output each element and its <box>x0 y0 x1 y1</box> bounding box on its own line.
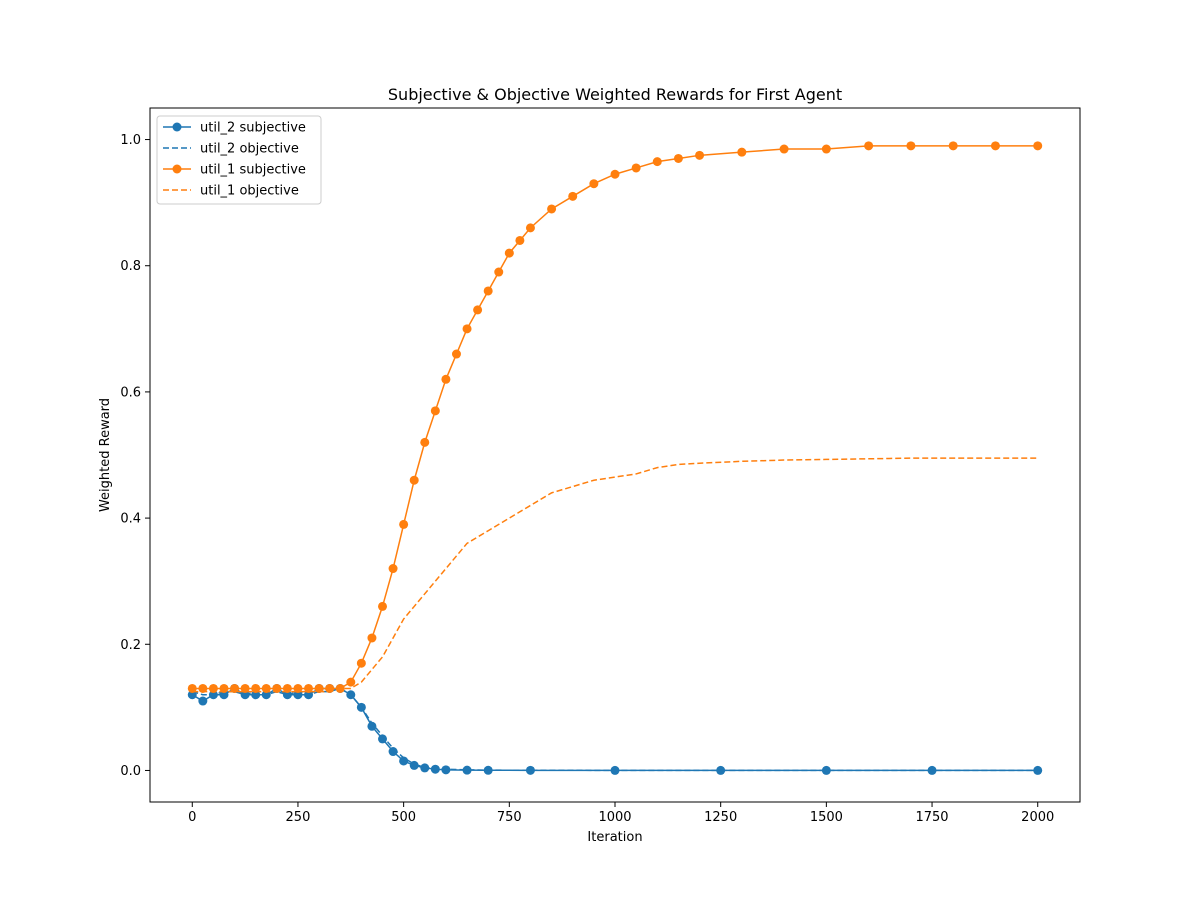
legend-label: util_2 subjective <box>200 121 306 136</box>
data-point <box>356 658 366 668</box>
data-point <box>462 765 472 775</box>
data-point <box>525 223 535 233</box>
data-point <box>399 756 409 766</box>
x-tick-label: 500 <box>391 810 416 825</box>
legend-entry: util_1 objective <box>163 184 299 199</box>
legend-frame <box>156 115 322 205</box>
data-point <box>430 406 440 416</box>
legend-entry: util_2 objective <box>163 142 299 157</box>
data-point <box>779 144 789 154</box>
axes-layer: 0 250 500 750 1000 1250 1500 1750 2000 0.0 0.2 0.4 0… <box>120 107 1081 825</box>
data-point <box>230 683 240 693</box>
data-point <box>864 141 874 151</box>
y-tick-label: 1.0 <box>120 133 141 148</box>
legend-entry: util_2 subjective <box>163 121 306 136</box>
data-point <box>906 141 916 151</box>
data-point <box>473 305 483 315</box>
data-point <box>314 683 324 693</box>
x-axis-label: Iteration <box>587 830 642 845</box>
x-tick-label: 1500 <box>810 810 843 825</box>
data-point <box>367 721 377 731</box>
data-point <box>610 169 620 179</box>
series-line <box>192 687 1038 772</box>
data-point <box>1033 141 1043 151</box>
data-point <box>367 633 377 643</box>
data-point <box>304 683 314 693</box>
legend-label: util_1 subjective <box>200 163 306 178</box>
data-point <box>652 157 662 167</box>
data-point <box>293 683 303 693</box>
data-point <box>282 690 292 700</box>
data-point <box>547 204 557 214</box>
data-point <box>219 683 229 693</box>
data-point <box>948 141 958 151</box>
data-point <box>504 248 514 258</box>
data-point <box>589 179 599 189</box>
data-point <box>515 235 525 245</box>
data-point <box>388 747 398 757</box>
legend-label: util_1 objective <box>200 184 299 199</box>
data-point <box>261 683 271 693</box>
x-tick-label: 1250 <box>704 810 737 825</box>
x-tick-label: 750 <box>497 810 522 825</box>
data-point <box>568 191 578 201</box>
legend-marker <box>172 164 182 174</box>
series-util-1-subjective <box>187 141 1043 693</box>
series-line <box>192 457 1038 693</box>
data-point <box>737 147 747 157</box>
data-point <box>346 677 356 687</box>
x-tick-label: 250 <box>286 810 311 825</box>
data-point <box>409 475 419 485</box>
y-tick-label: 0.8 <box>120 259 141 274</box>
data-point <box>251 683 261 693</box>
legend-entry: util_1 subjective <box>163 163 306 178</box>
data-point <box>821 765 831 775</box>
data-point <box>198 683 208 693</box>
data-point <box>673 153 683 163</box>
x-tick-label: 1750 <box>915 810 948 825</box>
data-point <box>695 150 705 160</box>
y-tick-label: 0.2 <box>120 638 141 653</box>
series-layer <box>187 141 1043 775</box>
data-point <box>494 267 504 277</box>
data-point <box>441 374 451 384</box>
data-point <box>378 734 387 744</box>
data-point <box>272 683 282 693</box>
data-point <box>198 696 208 706</box>
legend-marker <box>172 122 182 132</box>
data-point <box>240 683 250 693</box>
data-point <box>631 163 641 173</box>
x-tick-label: 2000 <box>1021 810 1054 825</box>
legend: util_2 subjective util_2 objective util_1 … <box>156 115 322 205</box>
data-point <box>282 683 292 693</box>
data-point <box>462 324 472 334</box>
legend-label: util_2 objective <box>200 142 299 157</box>
data-point <box>208 683 218 693</box>
y-axis-label: Weighted Reward <box>98 398 113 512</box>
data-point <box>990 141 1000 151</box>
data-point <box>525 765 535 775</box>
data-point <box>187 683 197 693</box>
data-point <box>420 437 430 447</box>
y-tick-label: 0.6 <box>120 385 141 400</box>
y-tick-label: 0.0 <box>120 764 141 779</box>
data-point <box>483 286 493 296</box>
data-point <box>399 519 409 529</box>
data-point <box>378 601 387 611</box>
series-util-2-objective <box>192 687 1038 772</box>
x-tick-label: 1000 <box>598 810 631 825</box>
data-point <box>388 564 398 574</box>
chart-title: Subjective & Objective Weighted Rewards … <box>388 85 842 104</box>
data-point <box>451 349 461 359</box>
x-tick-label: 0 <box>188 810 196 825</box>
series-util-1-objective <box>192 457 1038 693</box>
data-point <box>821 144 831 154</box>
y-tick-label: 0.4 <box>120 512 141 527</box>
